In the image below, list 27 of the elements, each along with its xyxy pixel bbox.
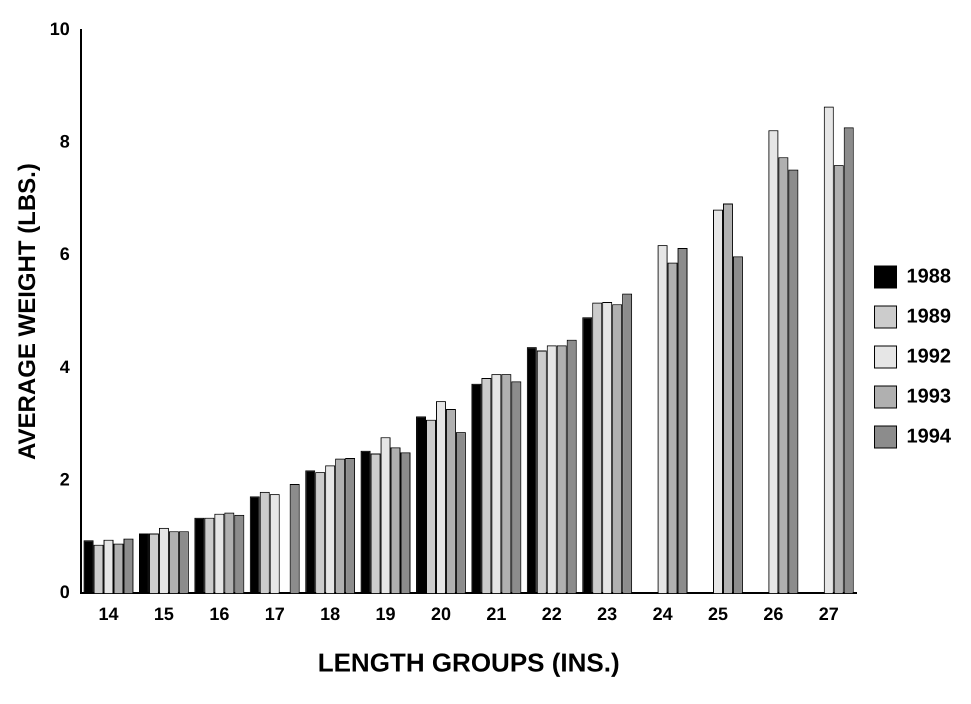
x-tick-label: 21 [486, 604, 506, 624]
x-tick-label: 25 [708, 604, 728, 624]
x-tick-label: 18 [320, 604, 340, 624]
y-axis-title: AVERAGE WEIGHT (LBS.) [14, 163, 42, 460]
y-tick-label: 2 [60, 470, 70, 490]
x-tick-label: 19 [376, 604, 396, 624]
legend-label: 1993 [906, 386, 952, 408]
x-tick-label: 14 [98, 604, 119, 624]
x-axis-title: LENGTH GROUPS (INS.) [318, 648, 620, 678]
x-tick-label: 22 [542, 604, 562, 624]
y-tick-label: 10 [50, 18, 70, 39]
x-tick-label: 17 [264, 604, 285, 624]
y-tick-label: 4 [60, 356, 70, 377]
x-tick-label: 27 [818, 604, 839, 624]
y-tick-label: 6 [60, 244, 70, 264]
x-tick-label: 23 [597, 604, 618, 624]
x-tick-label: 16 [209, 604, 230, 624]
x-tick-label: 20 [430, 604, 451, 624]
x-tick-label: 15 [154, 604, 174, 624]
y-tick-label: 0 [60, 582, 70, 602]
legend-label: 1994 [906, 426, 952, 448]
legend-label: 1989 [906, 306, 952, 328]
x-tick-label: 24 [652, 604, 673, 624]
y-tick-label: 8 [60, 132, 70, 152]
legend-label: 1988 [906, 266, 952, 288]
legend-label: 1992 [906, 346, 952, 368]
x-tick-label: 26 [763, 604, 784, 624]
